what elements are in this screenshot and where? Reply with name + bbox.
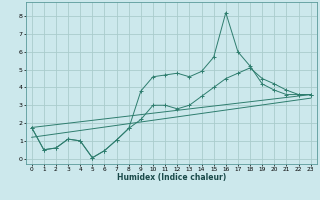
X-axis label: Humidex (Indice chaleur): Humidex (Indice chaleur): [116, 173, 226, 182]
